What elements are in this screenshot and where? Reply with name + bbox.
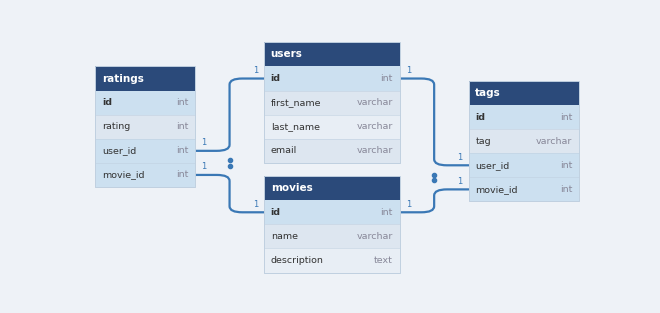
Text: 1: 1: [201, 138, 207, 147]
Text: name: name: [271, 232, 298, 241]
Text: email: email: [271, 146, 297, 155]
Text: id: id: [475, 113, 485, 121]
Text: rating: rating: [102, 122, 130, 131]
Text: 1: 1: [253, 66, 258, 75]
FancyBboxPatch shape: [95, 115, 195, 139]
FancyBboxPatch shape: [469, 153, 579, 177]
Text: 1: 1: [457, 153, 463, 162]
Text: varchar: varchar: [356, 232, 393, 241]
FancyBboxPatch shape: [264, 139, 400, 163]
FancyBboxPatch shape: [469, 105, 579, 129]
Text: ratings: ratings: [102, 74, 144, 84]
Text: id: id: [271, 208, 280, 217]
FancyBboxPatch shape: [264, 90, 400, 115]
FancyBboxPatch shape: [264, 176, 400, 200]
FancyBboxPatch shape: [264, 224, 400, 249]
Text: 1: 1: [406, 200, 411, 209]
Text: int: int: [560, 161, 572, 170]
Text: varchar: varchar: [356, 98, 393, 107]
Text: varchar: varchar: [356, 146, 393, 155]
FancyBboxPatch shape: [95, 66, 195, 90]
Text: 1: 1: [457, 177, 463, 186]
Text: int: int: [176, 122, 188, 131]
Text: text: text: [374, 256, 393, 265]
Text: int: int: [560, 113, 572, 121]
Text: int: int: [176, 98, 188, 107]
Text: movie_id: movie_id: [102, 171, 145, 179]
FancyBboxPatch shape: [264, 200, 400, 224]
Text: first_name: first_name: [271, 98, 321, 107]
Text: 1: 1: [253, 200, 258, 209]
Text: id: id: [102, 98, 112, 107]
Text: users: users: [271, 49, 302, 59]
Text: varchar: varchar: [356, 122, 393, 131]
Text: movies: movies: [271, 183, 312, 193]
FancyBboxPatch shape: [95, 139, 195, 163]
Text: movie_id: movie_id: [475, 185, 518, 194]
Text: int: int: [560, 185, 572, 194]
Text: 1: 1: [201, 162, 207, 171]
Text: user_id: user_id: [102, 146, 136, 155]
Text: tag: tag: [475, 137, 491, 146]
Text: id: id: [271, 74, 280, 83]
FancyBboxPatch shape: [264, 42, 400, 66]
Text: int: int: [176, 171, 188, 179]
Text: user_id: user_id: [475, 161, 510, 170]
Text: int: int: [381, 208, 393, 217]
FancyBboxPatch shape: [95, 163, 195, 187]
FancyBboxPatch shape: [469, 129, 579, 153]
Text: description: description: [271, 256, 323, 265]
FancyBboxPatch shape: [469, 81, 579, 105]
Text: int: int: [176, 146, 188, 155]
FancyBboxPatch shape: [469, 177, 579, 202]
FancyBboxPatch shape: [264, 249, 400, 273]
Text: 1: 1: [406, 66, 411, 75]
Text: last_name: last_name: [271, 122, 319, 131]
Text: varchar: varchar: [536, 137, 572, 146]
FancyBboxPatch shape: [264, 66, 400, 90]
FancyBboxPatch shape: [264, 115, 400, 139]
Text: tags: tags: [475, 88, 501, 98]
FancyBboxPatch shape: [95, 90, 195, 115]
Text: int: int: [381, 74, 393, 83]
